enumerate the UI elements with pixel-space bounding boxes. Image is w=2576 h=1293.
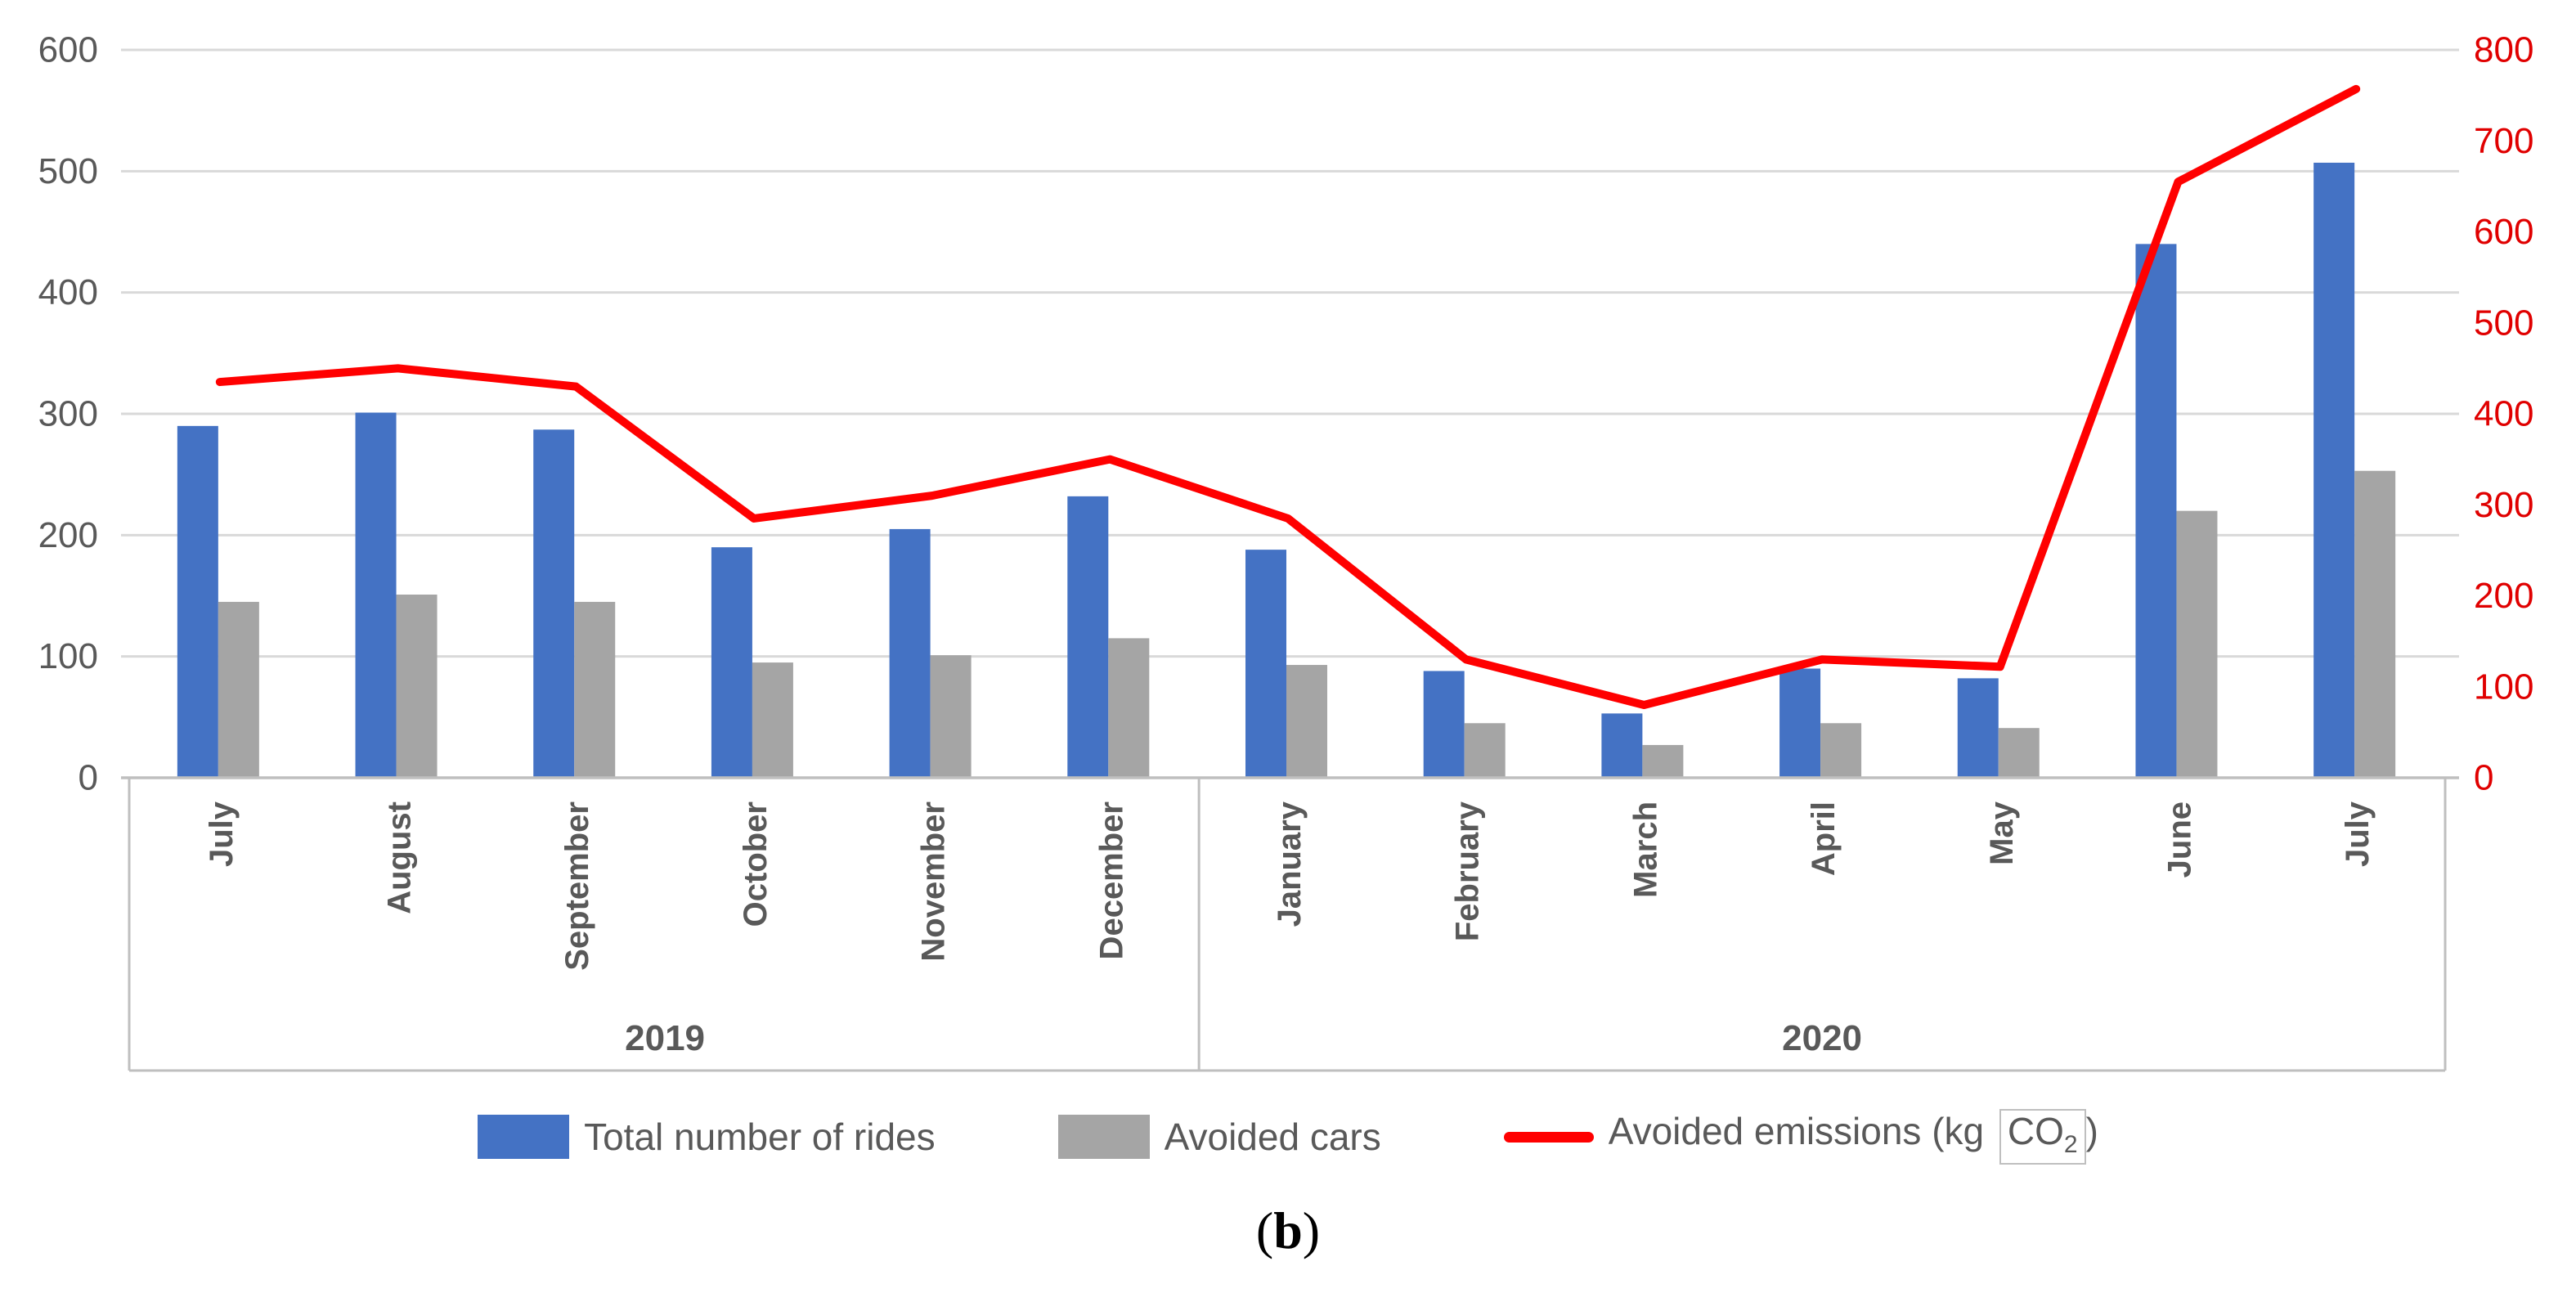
- bar: [218, 601, 259, 778]
- bar: [533, 429, 575, 778]
- month-label: December: [1093, 801, 1129, 959]
- month-labels: July August September October November Decemb…: [204, 801, 2376, 971]
- emissions-line-swatch-icon: [1503, 1131, 1594, 1143]
- left-tick-label: 400: [38, 272, 98, 312]
- bar: [177, 425, 218, 778]
- left-tick-label: 600: [38, 30, 98, 70]
- cars-legend-label: Avoided cars: [1164, 1116, 1381, 1158]
- right-tick-label: 200: [2474, 576, 2533, 616]
- emissions-line: [215, 84, 2361, 709]
- bar: [396, 595, 438, 778]
- bar: [1998, 728, 2040, 778]
- right-tick-label: 500: [2474, 303, 2533, 343]
- right-tick-label: 100: [2474, 667, 2533, 707]
- bar: [574, 601, 616, 778]
- month-label: May: [1984, 801, 2020, 865]
- bar: [2354, 470, 2396, 778]
- bars-rides: [177, 162, 2355, 778]
- month-label: July: [204, 801, 240, 867]
- left-tick-label: 500: [38, 151, 98, 191]
- panel-caption: (b): [0, 1201, 2576, 1261]
- right-tick-label: 600: [2474, 212, 2533, 252]
- year-group-boxes: [128, 778, 2447, 1072]
- co2-text: CO: [2007, 1110, 2064, 1153]
- year-label: 2019: [625, 1018, 705, 1058]
- bar: [752, 662, 793, 778]
- bars-cars: [218, 470, 2396, 778]
- caption-open-paren: (: [1255, 1201, 1274, 1259]
- bar: [1957, 678, 1999, 778]
- bar: [2135, 244, 2177, 778]
- gridlines: [121, 48, 2459, 658]
- bar: [2313, 162, 2355, 778]
- bar: [1820, 723, 1862, 778]
- bar: [930, 655, 972, 778]
- bar: [2176, 510, 2218, 778]
- cars-swatch-icon: [1057, 1115, 1150, 1159]
- bar: [1779, 668, 1821, 778]
- right-axis-tick-labels: 0 100 200 300 400 500 600 700 800: [2474, 30, 2533, 798]
- bar: [1067, 496, 1109, 778]
- emissions-legend-label: Avoided emissions (kg CO2): [1608, 1109, 2098, 1165]
- left-tick-label: 200: [38, 515, 98, 555]
- left-tick-label: 300: [38, 394, 98, 434]
- month-label: November: [916, 801, 952, 962]
- rides-swatch-icon: [478, 1115, 570, 1159]
- left-axis-tick-labels: 0 100 200 300 400 500 600: [38, 30, 98, 798]
- rides-legend-label: Total number of rides: [584, 1116, 936, 1158]
- month-label: February: [1450, 801, 1486, 941]
- left-tick-label: 100: [38, 636, 98, 676]
- caption-letter: b: [1273, 1201, 1303, 1259]
- bar: [1108, 638, 1150, 778]
- caption-close-paren: ): [1302, 1201, 1321, 1259]
- bar: [1423, 671, 1465, 778]
- month-label: January: [1272, 801, 1308, 927]
- year-labels: 2019 2020: [625, 1018, 1862, 1058]
- left-tick-label: 0: [79, 758, 98, 798]
- bar: [1245, 550, 1286, 778]
- legend-item-cars: Avoided cars: [1057, 1115, 1381, 1159]
- month-label: March: [1627, 801, 1663, 898]
- legend-item-emissions: Avoided emissions (kg CO2): [1503, 1109, 2098, 1165]
- right-tick-label: 800: [2474, 30, 2533, 70]
- right-tick-label: 300: [2474, 485, 2533, 525]
- month-label: September: [559, 801, 595, 971]
- bar: [889, 528, 931, 778]
- year-label: 2020: [1782, 1018, 1862, 1058]
- legend-item-rides: Total number of rides: [478, 1115, 936, 1159]
- month-label: June: [2161, 801, 2197, 878]
- co2-box: CO2: [1999, 1109, 2086, 1165]
- month-label: July: [2340, 801, 2376, 867]
- bar: [1286, 665, 1327, 778]
- bar: [355, 412, 397, 778]
- bar: [1642, 744, 1684, 778]
- right-tick-label: 0: [2474, 758, 2493, 798]
- co2-subscript: 2: [2063, 1131, 2078, 1159]
- emissions-label-prefix: Avoided emissions (kg: [1608, 1110, 1985, 1153]
- combo-chart: 0 100 200 300 400 500 600 0 100 200 300 400 500 600 70…: [38, 30, 2533, 1072]
- emissions-label-suffix: ): [2085, 1110, 2098, 1153]
- month-label: October: [738, 801, 774, 927]
- bar: [1601, 713, 1643, 778]
- legend: Total number of rides Avoided cars Avoid…: [0, 1098, 2576, 1176]
- right-tick-label: 700: [2474, 121, 2533, 161]
- month-label: August: [382, 801, 418, 914]
- bar: [711, 547, 752, 778]
- bar: [1464, 723, 1506, 778]
- right-tick-label: 400: [2474, 394, 2533, 434]
- month-label: April: [1806, 801, 1842, 876]
